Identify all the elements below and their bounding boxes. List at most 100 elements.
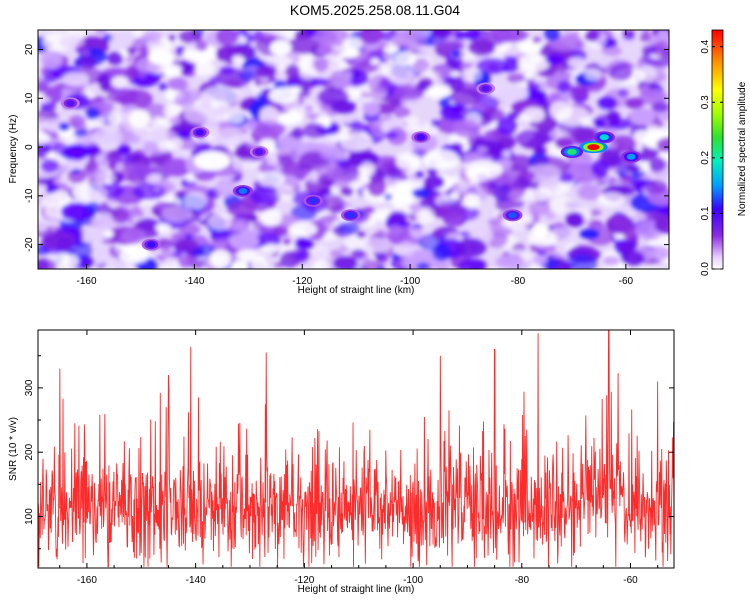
spectrogram-y-ticks: -20 -10 0 10 20 — [24, 44, 669, 252]
spectrogram-cell — [359, 30, 384, 44]
spectrogram-cell — [411, 58, 430, 71]
spectrogram-cell — [522, 107, 545, 123]
spectrogram-cell — [314, 30, 349, 47]
spectrogram-cell — [394, 106, 410, 119]
spectrogram-cell — [476, 173, 489, 182]
snr-x-tick-label: -160 — [77, 575, 97, 586]
spectrogram-y-label: Frequency (Hz) — [8, 115, 19, 184]
spectrogram-cell — [340, 186, 354, 197]
spectrogram-cell — [332, 255, 358, 269]
spectrogram-cell — [384, 193, 393, 201]
spectrogram-cell — [462, 193, 480, 208]
spectrogram-cell — [294, 169, 306, 181]
spectrogram-cell — [602, 255, 620, 266]
spectrogram-cell — [416, 81, 429, 92]
spectrogram-cell — [651, 41, 669, 58]
spectrogram-cell — [507, 73, 526, 83]
spectrogram-cell — [337, 221, 360, 235]
spectrogram-cell — [319, 143, 348, 162]
spectrogram-cell — [356, 231, 366, 239]
spectrogram-cell — [126, 163, 154, 178]
spectrogram-y-tick-label: 10 — [24, 92, 35, 104]
spectrogram-hotspot — [626, 153, 636, 160]
spectrogram-cell — [231, 55, 245, 64]
spectrogram-cell — [649, 246, 669, 260]
spectrogram-cell — [464, 30, 480, 41]
spectrogram-cell — [424, 175, 445, 190]
spectrogram-cell — [294, 249, 310, 261]
spectrogram-cell — [493, 183, 526, 201]
spectrogram-x-tick-label: -140 — [184, 276, 204, 287]
spectrogram-cell — [107, 113, 121, 124]
spectrogram-cell — [488, 182, 498, 189]
spectrogram-cell — [644, 179, 668, 194]
spectrogram-cell — [576, 41, 585, 49]
spectrogram-cell — [360, 259, 382, 269]
spectrogram-cell — [38, 258, 50, 269]
spectrogram-cell — [644, 148, 654, 157]
spectrogram-cell — [247, 30, 256, 35]
spectrogram-hotspot — [416, 134, 425, 141]
spectrogram-cell — [452, 184, 468, 195]
spectrogram-cell — [517, 54, 550, 72]
spectrogram-hotspot — [346, 212, 355, 219]
spectrogram-cell — [183, 191, 207, 211]
spectrogram-cell — [448, 77, 465, 92]
spectrogram-cell — [95, 30, 108, 35]
spectrogram-cell — [92, 168, 108, 183]
spectrogram-x-tick-label: -120 — [292, 276, 312, 287]
spectrogram-cell — [392, 31, 428, 50]
spectrogram-cell — [253, 119, 283, 140]
spectrogram-cell — [476, 57, 509, 75]
snr-y-label: SNR (10 * v/v) — [8, 417, 19, 481]
spectrogram-cell — [158, 82, 168, 91]
spectrogram-cell — [238, 70, 256, 82]
spectrogram-cell — [449, 58, 460, 68]
spectrogram-cell — [432, 243, 451, 261]
spectrogram-hotspot — [195, 129, 204, 136]
spectrogram-cell — [623, 225, 639, 241]
spectrogram-cell — [38, 220, 49, 232]
spectrogram-x-tick-label: -100 — [400, 276, 420, 287]
spectrogram-cell — [303, 104, 314, 113]
spectrogram-cell — [85, 201, 100, 215]
spectrogram-cell — [412, 188, 432, 199]
spectrogram-cell — [496, 85, 529, 103]
spectrogram-cell — [39, 102, 58, 112]
spectrogram-cell — [545, 54, 565, 65]
spectrogram-cell — [392, 253, 400, 261]
spectrogram-cell — [278, 156, 293, 167]
colorbar-ticks: 0.0 0.1 0.2 0.3 0.4 — [700, 39, 723, 276]
spectrogram-cell — [415, 207, 435, 224]
spectrogram-cell — [314, 58, 329, 72]
spectrogram-cell — [228, 112, 245, 124]
spectrogram-cell — [344, 236, 370, 250]
spectrogram-cell — [550, 196, 573, 215]
spectrogram-cell — [460, 67, 483, 82]
spectrogram-cell — [454, 237, 487, 258]
spectrogram-cell — [584, 30, 600, 42]
spectrogram-cell — [655, 217, 669, 230]
snr-panel: -160 -140 -120 -100 -80 -60 100 200 300 Height … — [8, 329, 675, 595]
spectrogram-cell — [343, 47, 359, 58]
spectrogram-cell — [107, 51, 124, 66]
spectrogram-cell — [638, 66, 657, 83]
spectrogram-cell — [651, 101, 669, 113]
spectrogram-y-tick-label: -20 — [24, 237, 35, 252]
spectrogram-cell — [132, 183, 165, 200]
spectrogram-cell — [232, 221, 248, 232]
spectrogram-cell — [623, 173, 633, 183]
spectrogram-cell — [382, 52, 397, 61]
spectrogram-cell — [496, 116, 518, 136]
spectrogram-cell — [299, 68, 316, 80]
spectrogram-cell — [590, 209, 602, 216]
spectrogram-cell — [178, 223, 201, 236]
spectrogram-cell — [183, 104, 218, 125]
spectrogram-cell — [618, 36, 638, 50]
spectrogram-cell — [369, 58, 380, 65]
spectrogram-cell — [40, 68, 49, 75]
spectrogram-cell — [193, 151, 231, 171]
spectrogram-cell — [62, 72, 89, 86]
spectrogram-cell — [313, 259, 330, 269]
spectrogram-cell — [129, 134, 141, 144]
